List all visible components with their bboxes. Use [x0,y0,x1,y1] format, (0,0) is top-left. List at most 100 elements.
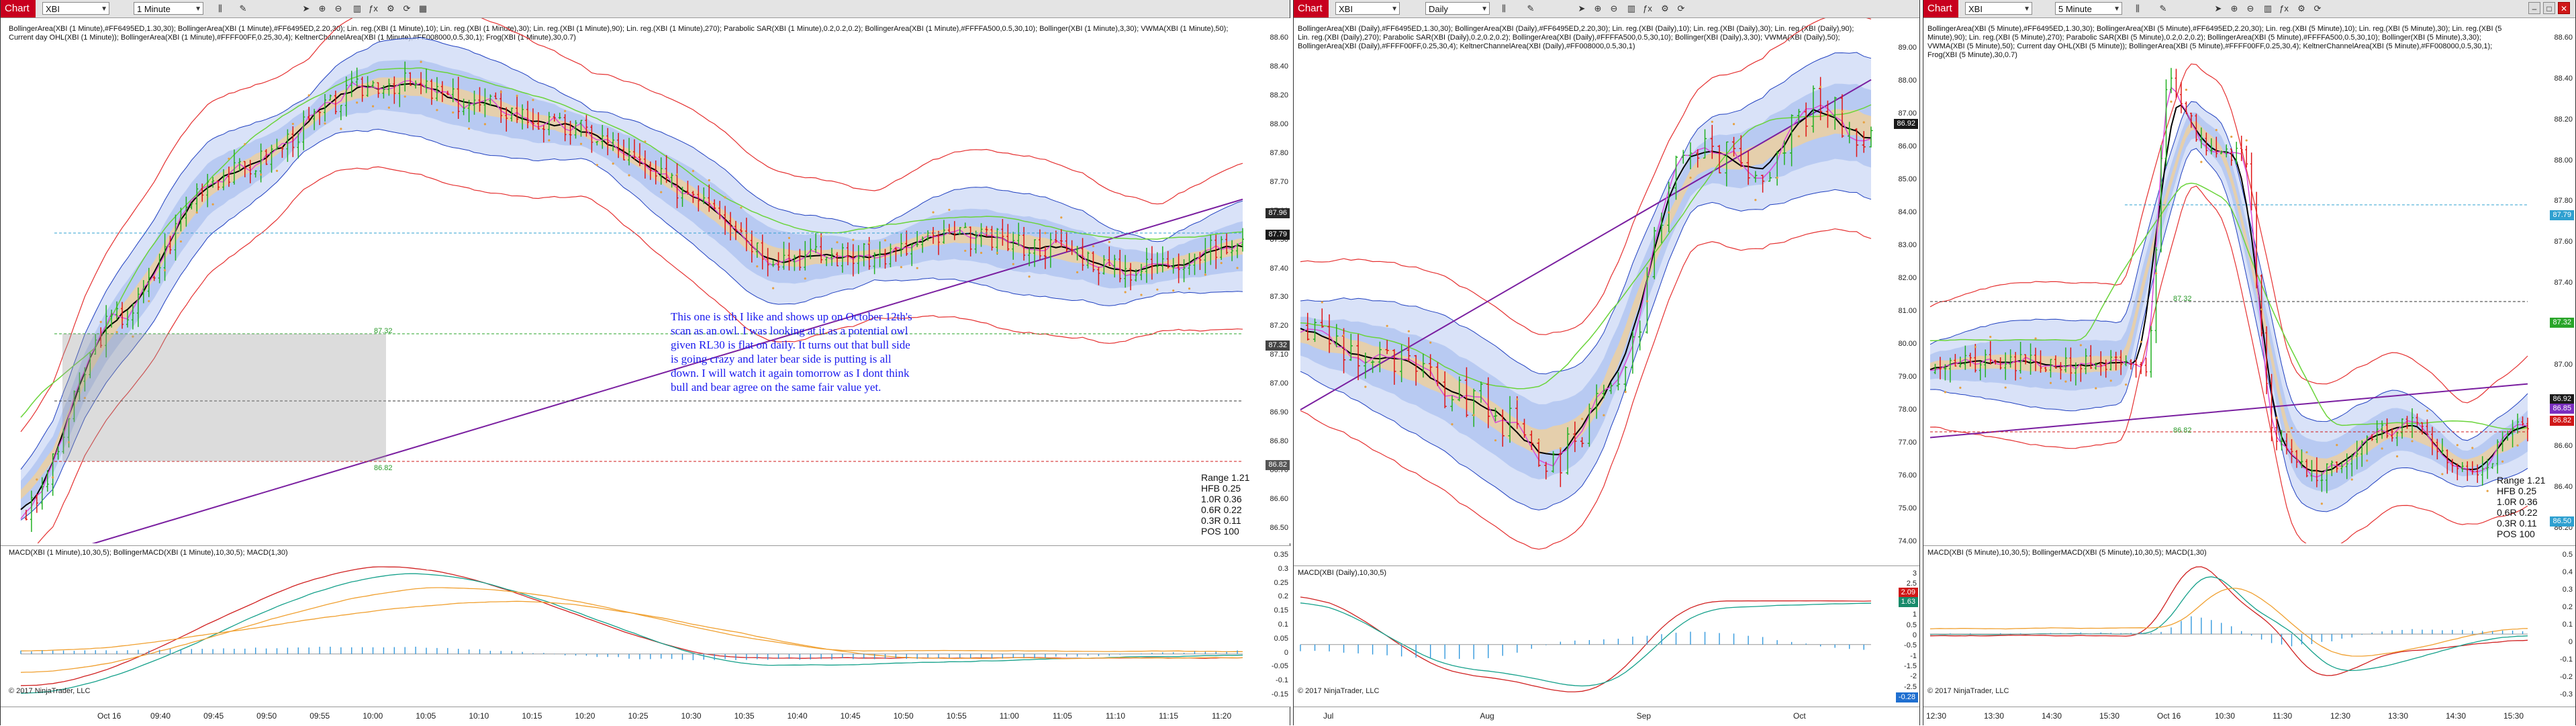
zoom-out-icon[interactable]: ⊖ [2246,3,2254,13]
bollinger-upper-line [20,37,1243,470]
bollinger-inner-band [21,60,1243,509]
bollinger-outer-band [1930,101,2528,512]
properties-icon[interactable]: ⟳ [1677,3,1685,13]
draw-icon[interactable]: ✎ [2159,3,2167,13]
pointer-icon[interactable]: ➤ [2214,3,2222,13]
parabolic-sar-dot [211,203,214,206]
zoom-out-icon[interactable]: ⊖ [334,3,342,13]
bar-type-icon[interactable]: ▥ [1627,3,1636,13]
price-chart-svg[interactable] [1923,18,2575,543]
strategies-icon[interactable]: ⚙ [2297,3,2305,13]
time-axis-label: 11:20 [1212,711,1232,721]
parabolic-sar-dot [1603,414,1605,416]
parabolic-sar-dot [1092,244,1095,248]
macd-line [1929,566,2528,676]
properties-icon[interactable]: ⟳ [2313,3,2322,13]
instrument-selector[interactable]: XBI ▼ [1965,2,2032,15]
interval-value: 1 Minute [137,4,171,14]
instrument-selector[interactable]: XBI ▼ [1335,2,1400,15]
indicators-icon[interactable]: ƒx [2279,3,2289,13]
time-axis-label: Oct 16 [2157,711,2181,721]
price-panel[interactable]: BollingerArea(XBI (1 Minute),#FF6495ED,1… [1,18,1291,543]
stat-pos: POS 100 [2497,529,2535,539]
draw-icon[interactable]: ✎ [239,3,247,13]
parabolic-sar-dot [2516,444,2519,447]
interval-selector[interactable]: 1 Minute ▼ [134,2,203,15]
chart-window-5m: Chart XBI ▼ 5 Minute ▼ ⫼ ✎ ➤ ⊕ ⊖ ▥ ƒx ⚙ ⟳ … [1923,0,2576,725]
draw-icon[interactable]: ✎ [1527,3,1535,13]
parabolic-sar-dot [2366,459,2369,462]
parabolic-sar-dot [1407,330,1410,332]
parabolic-sar-dot [740,206,743,209]
parabolic-sar-dot [1624,391,1627,394]
macd-panel[interactable]: MACD(XBI (Daily),10,30,5) 32.521.510.50-… [1294,565,1919,707]
instrument-selector[interactable]: XBI ▼ [42,2,109,15]
axis-tick-label: 87.40 [2554,279,2573,287]
bar-type-icon[interactable]: ⫼ [2136,3,2140,13]
axis-tick-label: 86.00 [1898,142,1917,150]
parabolic-sar-dot [564,109,567,112]
minimize-button[interactable]: – [2528,2,2540,14]
parabolic-sar-dot [2034,337,2037,340]
zoom-in-icon[interactable]: ⊕ [2230,3,2238,13]
time-axis-label: 09:50 [256,711,277,721]
parabolic-sar-dot [132,335,134,338]
bar-type-icon[interactable]: ▥ [352,3,362,13]
indicators-icon[interactable]: ƒx [1643,3,1652,13]
zoom-in-icon[interactable]: ⊕ [318,3,326,13]
time-axis-label: 10:30 [681,711,702,721]
time-axis-label: 10:20 [575,711,595,721]
parabolic-sar-dot [948,208,951,212]
outer-upper-band-line [1300,18,1872,335]
indicators-icon[interactable]: ƒx [369,3,378,13]
parabolic-sar-dot [115,330,118,334]
price-panel[interactable]: BollingerArea(XBI (Daily),#FF6495ED,1.30… [1294,18,1919,563]
price-chart-svg[interactable] [1294,18,1919,563]
macd-chart-svg[interactable] [1,546,1291,707]
parabolic-sar-dot [52,476,54,479]
interval-selector[interactable]: 5 Minute ▼ [2055,2,2122,15]
zoom-out-icon[interactable]: ⊖ [1610,3,1618,13]
maximize-button[interactable]: □ [2543,2,2555,14]
price-panel[interactable]: BollingerArea(XBI (5 Minute),#FF6495ED,1… [1923,18,2575,543]
axis-tick-label: -2.5 [1904,682,1917,691]
price-tag: 86.82 [2550,416,2574,426]
strategies-icon[interactable]: ⚙ [1661,3,1669,13]
macd-panel[interactable]: MACD(XBI (5 Minute),10,30,5); BollingerM… [1923,545,2575,707]
parabolic-sar-dot [1172,289,1175,292]
parabolic-sar-dot [2064,380,2067,383]
bar-type-icon[interactable]: ⫼ [218,3,222,13]
bollinger-upper-line [1929,101,2528,441]
bar-type-icon[interactable]: ⫼ [1502,3,1506,13]
parabolic-sar-dot [788,236,791,239]
parabolic-sar-dot [1862,121,1865,124]
parabolic-sar-dot [2441,473,2444,475]
price-tag: 87.96 [1266,208,1290,218]
zoom-in-icon[interactable]: ⊕ [1594,3,1602,13]
linear-regression-270 [1929,383,2528,439]
parabolic-sar-dot [1124,291,1127,293]
time-axis-label: 11:15 [1158,711,1179,721]
strategies-icon[interactable]: ⚙ [387,3,395,13]
interval-selector[interactable]: Daily ▼ [1425,2,1490,15]
parabolic-sar-dot [660,191,663,193]
bar-type-icon[interactable]: ▥ [2263,3,2273,13]
properties-icon[interactable]: ⟳ [403,3,411,13]
parabolic-sar-dot [2200,161,2203,163]
pointer-icon[interactable]: ➤ [1578,3,1586,13]
parabolic-sar-dot [2215,128,2217,132]
time-axis-label: 09:40 [150,711,171,721]
grid-icon[interactable]: ▦ [418,3,428,13]
parabolic-sar-dot [1516,398,1519,401]
macd-chart-svg[interactable] [1923,546,2575,707]
macd-chart-svg[interactable] [1294,566,1919,707]
pointer-icon[interactable]: ➤ [302,3,310,13]
macd-line [20,587,1243,673]
close-button[interactable]: ✕ [2558,2,2570,14]
price-chart-svg[interactable] [1,18,1291,543]
chart-window-1m: Chart XBI ▼ 1 Minute ▼ ⫼ ✎ ➤ ⊕ ⊖ ▥ ƒx ⚙ ⟳ … [0,0,1291,725]
parabolic-sar-dot [996,251,999,255]
axis-tick-label: -0.15 [1271,690,1288,698]
macd-panel[interactable]: MACD(XBI (1 Minute),10,30,5); BollingerM… [1,545,1291,707]
annotation-note[interactable]: This one is sth I like and shows up on O… [671,310,912,394]
